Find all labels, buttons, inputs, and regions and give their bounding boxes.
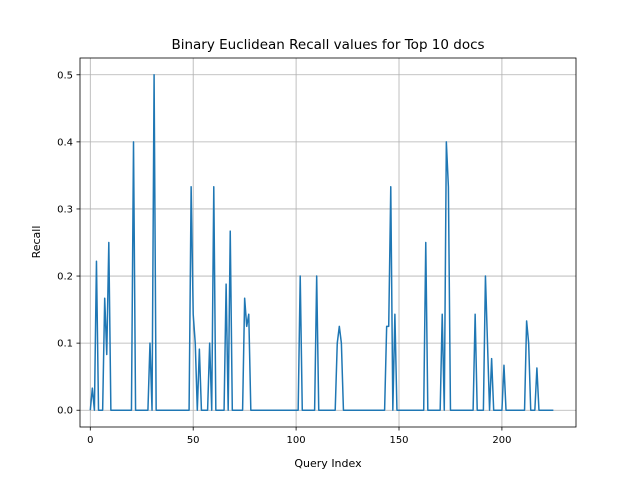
plot-area [89, 74, 554, 411]
y-tick-label: 0.0 [57, 406, 73, 417]
x-tick-label: 100 [287, 435, 306, 446]
data-points [90, 74, 554, 411]
chart-title: Binary Euclidean Recall values for Top 1… [171, 37, 484, 53]
y-tick-label: 0.2 [57, 272, 73, 283]
y-tick-label: 0.3 [57, 204, 73, 215]
y-tick-label: 0.4 [57, 137, 73, 148]
series-line-recall [89, 74, 554, 411]
x-tick-label: 200 [492, 435, 511, 446]
y-axis-label: Recall [30, 226, 43, 259]
x-tick-label: 150 [389, 435, 408, 446]
y-tick-label: 0.5 [57, 70, 73, 81]
x-axis-ticks: 0 50 100 150 200 [87, 427, 511, 446]
y-axis-ticks: 0.0 0.1 0.2 0.3 0.4 0.5 [57, 70, 80, 417]
y-tick-label: 0.1 [57, 339, 73, 350]
x-tick-label: 50 [187, 435, 200, 446]
axes-frame [79, 57, 577, 428]
x-tick-label: 0 [87, 435, 93, 446]
x-axis-label: Query Index [294, 457, 362, 470]
